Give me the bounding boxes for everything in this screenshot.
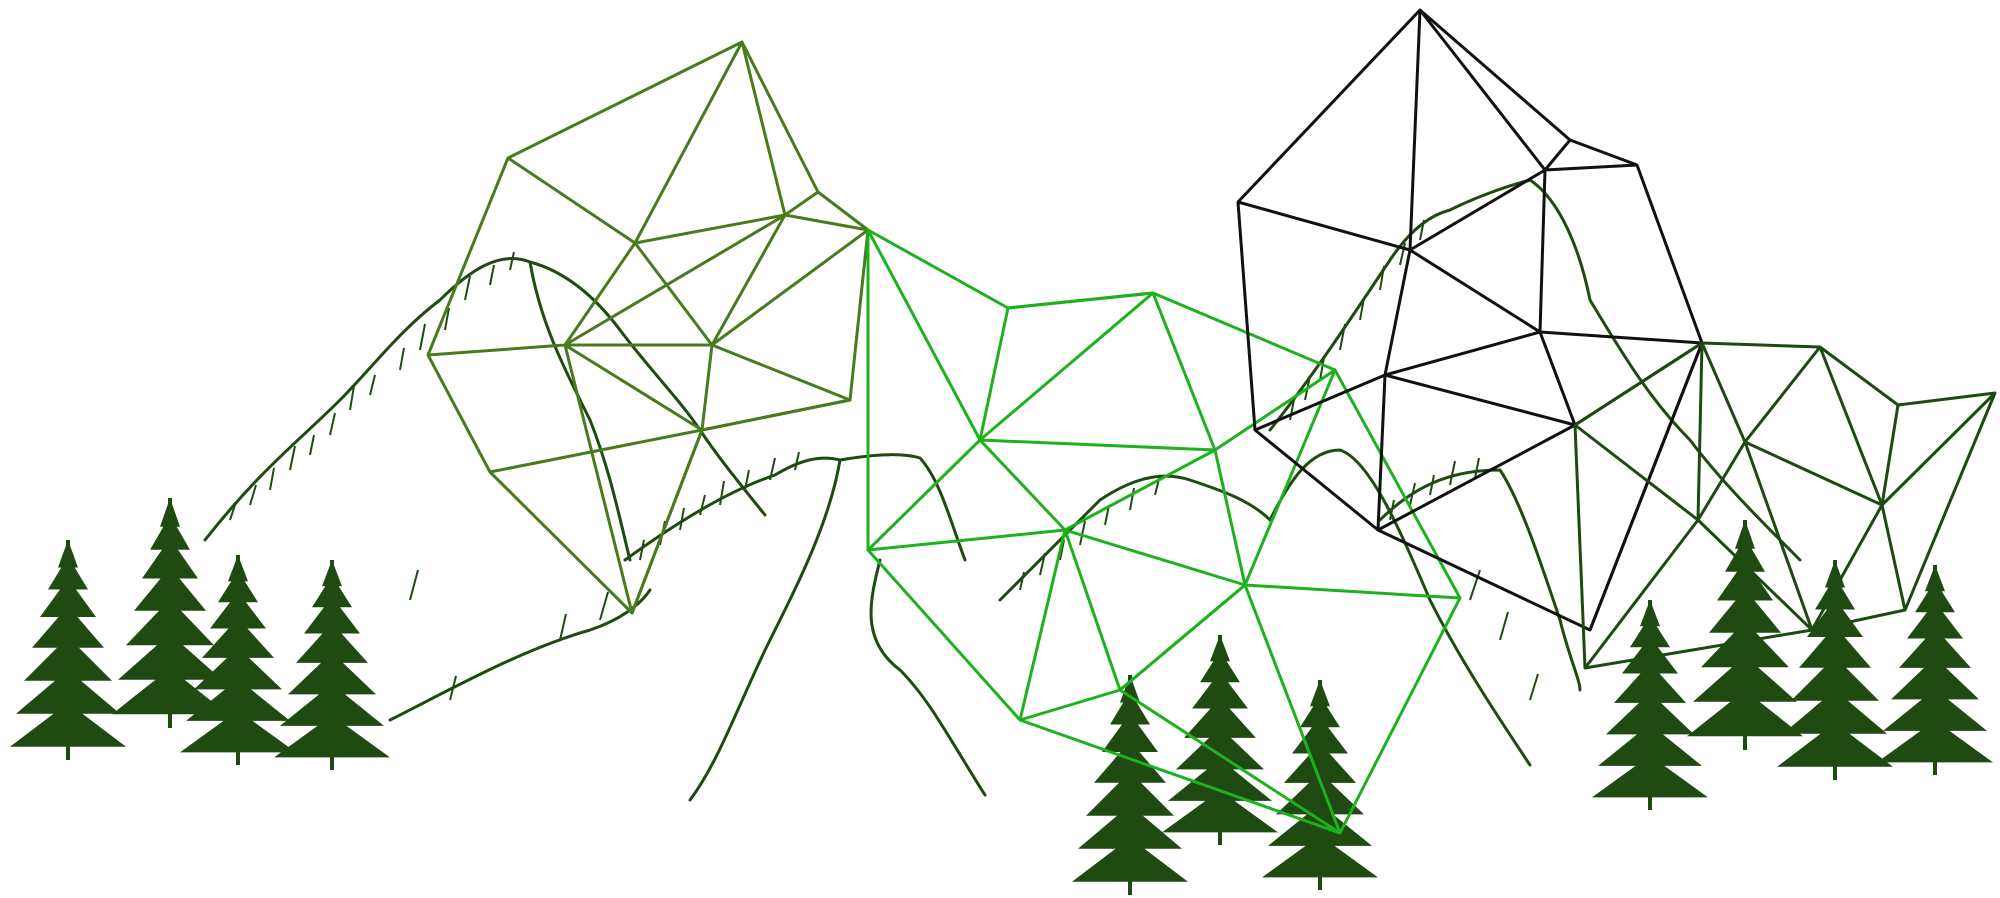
right-mountain-foot [1378, 468, 1582, 692]
left-mountain-ridge [528, 260, 632, 562]
wireframe-mesh-dark [1573, 341, 1997, 670]
mountain-range [203, 178, 1802, 802]
center-mountain-gully [869, 558, 987, 797]
wireframe-mesh-bright [866, 228, 1462, 835]
center-mountain-face [688, 458, 842, 802]
right-mountain [1268, 178, 1802, 562]
mountain-shading [229, 219, 1539, 701]
wireframe-mesh-olive [426, 40, 870, 615]
